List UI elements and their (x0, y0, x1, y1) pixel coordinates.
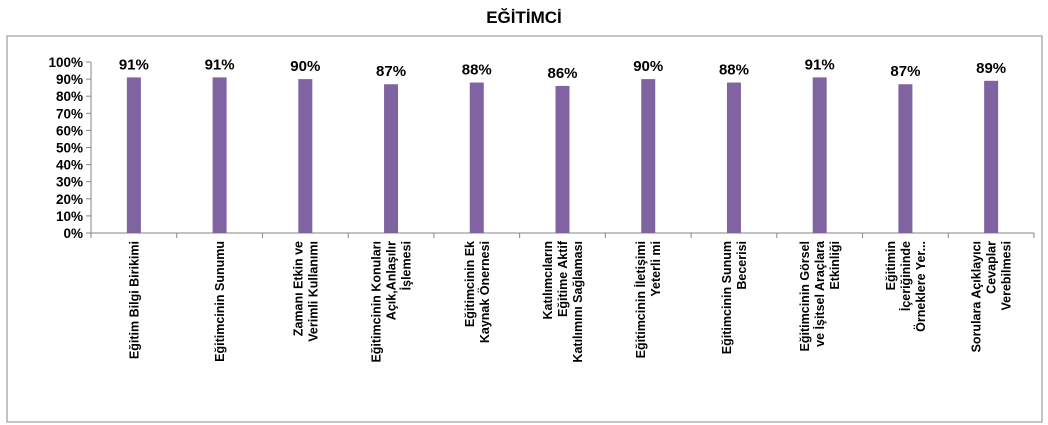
category-label-line: Kaynak Önernesi (477, 241, 492, 343)
category-label: Katılımcıların Eğitime Aktif Katılımını Sa… (541, 240, 585, 362)
bar (126, 77, 141, 233)
category-label-line: Eğitimcinin Konuları (370, 241, 384, 363)
category-label-line: Eğitim Bilgi Birikimi (127, 241, 141, 359)
data-label: 88% (719, 62, 749, 79)
data-label: 89% (976, 60, 1006, 77)
category-label-line: Eğitime Aktif (556, 240, 570, 317)
category-label-line: İçeriğininde (898, 241, 913, 311)
category-label-line: Eğitimcinin Görsel (798, 241, 812, 351)
category-label-line: Katılımını Sağlaması (571, 241, 585, 363)
chart-title: EĞİTİMCİ (486, 8, 562, 27)
y-tick-label: 60% (56, 123, 83, 138)
data-label: 87% (890, 63, 920, 80)
category-label-line: İşlemesi (399, 241, 414, 290)
category-label-line: Sorulara Açıklayıcı (970, 241, 984, 352)
category-label-line: Eğitimcinin Sunum (720, 241, 734, 354)
y-tick-label: 40% (56, 158, 83, 173)
y-tick-label: 70% (56, 106, 83, 121)
data-label: 91% (205, 56, 235, 73)
bar (812, 77, 827, 233)
category-label: Eğitimcinin Sunumu (213, 241, 227, 362)
bar (384, 84, 399, 233)
y-tick-label: 10% (56, 209, 83, 224)
category-label-line: ve İşitsel Araçlara (812, 240, 827, 347)
chart-frame (6, 35, 1043, 423)
category-label-line: Eğitimcinin Ek (463, 241, 477, 327)
category-label-line: Zamanı Etkin ve (291, 241, 305, 336)
y-tick-label: 80% (56, 89, 83, 104)
category-labels: Eğitim Bilgi Birikimi Eğitimcinin Sunumu Z… (127, 240, 1013, 363)
category-label-line: Örneklere Yer... (913, 241, 928, 332)
bars (126, 77, 999, 234)
data-label: 88% (462, 62, 492, 79)
data-label: 91% (119, 56, 149, 73)
bar (641, 79, 656, 233)
category-label-line: Açık,Anlaşılır (385, 241, 399, 320)
category-label: Eğitimcinin Görsel ve İşitsel Araçlara Etk… (798, 240, 842, 351)
data-label: 91% (805, 56, 835, 73)
category-label-line: Eğitimin (884, 241, 898, 290)
bar (298, 79, 313, 233)
data-label: 87% (376, 63, 406, 80)
y-tick-label: 30% (56, 175, 83, 190)
y-tick-label: 20% (56, 192, 83, 207)
category-label: Zamanı Etkin ve Verimli Kullanımı (291, 241, 320, 342)
bar (212, 77, 227, 233)
data-label: 90% (633, 58, 663, 75)
y-tick-label: 100% (48, 55, 83, 70)
data-label: 90% (290, 58, 320, 75)
category-label-line: Eğitimcinin Sunumu (213, 241, 227, 362)
category-label-line: Becerisi (735, 241, 749, 290)
data-label: 86% (547, 65, 577, 82)
bar (469, 82, 484, 234)
bar (726, 82, 741, 234)
category-label-line: Cevaplar (985, 241, 999, 294)
category-label-line: Yeterli mi (649, 241, 663, 297)
bar (984, 80, 999, 233)
category-label-line: Eğitimcinin İletişimi (633, 241, 648, 358)
y-tick-label: 0% (63, 226, 83, 241)
y-tick-label: 50% (56, 141, 83, 156)
category-label: Sorulara Açıklayıcı Cevaplar Verebilmesi (970, 241, 1014, 353)
category-label: Eğitimin İçeriğininde Örneklere Yer... (884, 241, 928, 332)
category-label: Eğitimcinin Sunum Becerisi (720, 241, 749, 354)
category-label: Eğitimcinin Konuları Açık,Anlaşılır İşleme… (370, 241, 414, 363)
category-label-line: Verimli Kullanımı (306, 241, 320, 342)
category-label-line: Katılımcıların (541, 241, 555, 320)
y-axis: 0% 10% 20% 30% 40% 50% 60% 70% 80% 90% 100% (48, 55, 92, 241)
y-tick-label: 90% (56, 72, 83, 87)
category-label: Eğitimcinin İletişimi Yeterli mi (633, 241, 663, 358)
data-labels: 91% 91% 90% 87% 88% 86% 90% 88% 91% 87% 89% (119, 56, 1006, 82)
category-label: Eğitim Bilgi Birikimi (127, 241, 141, 359)
category-label-line: Etkinliği (828, 241, 842, 290)
category-label: Eğitimcinin Ek Kaynak Önernesi (463, 241, 492, 343)
category-label-line: Verebilmesi (1000, 241, 1014, 311)
bar (555, 85, 570, 233)
bar (898, 84, 913, 233)
